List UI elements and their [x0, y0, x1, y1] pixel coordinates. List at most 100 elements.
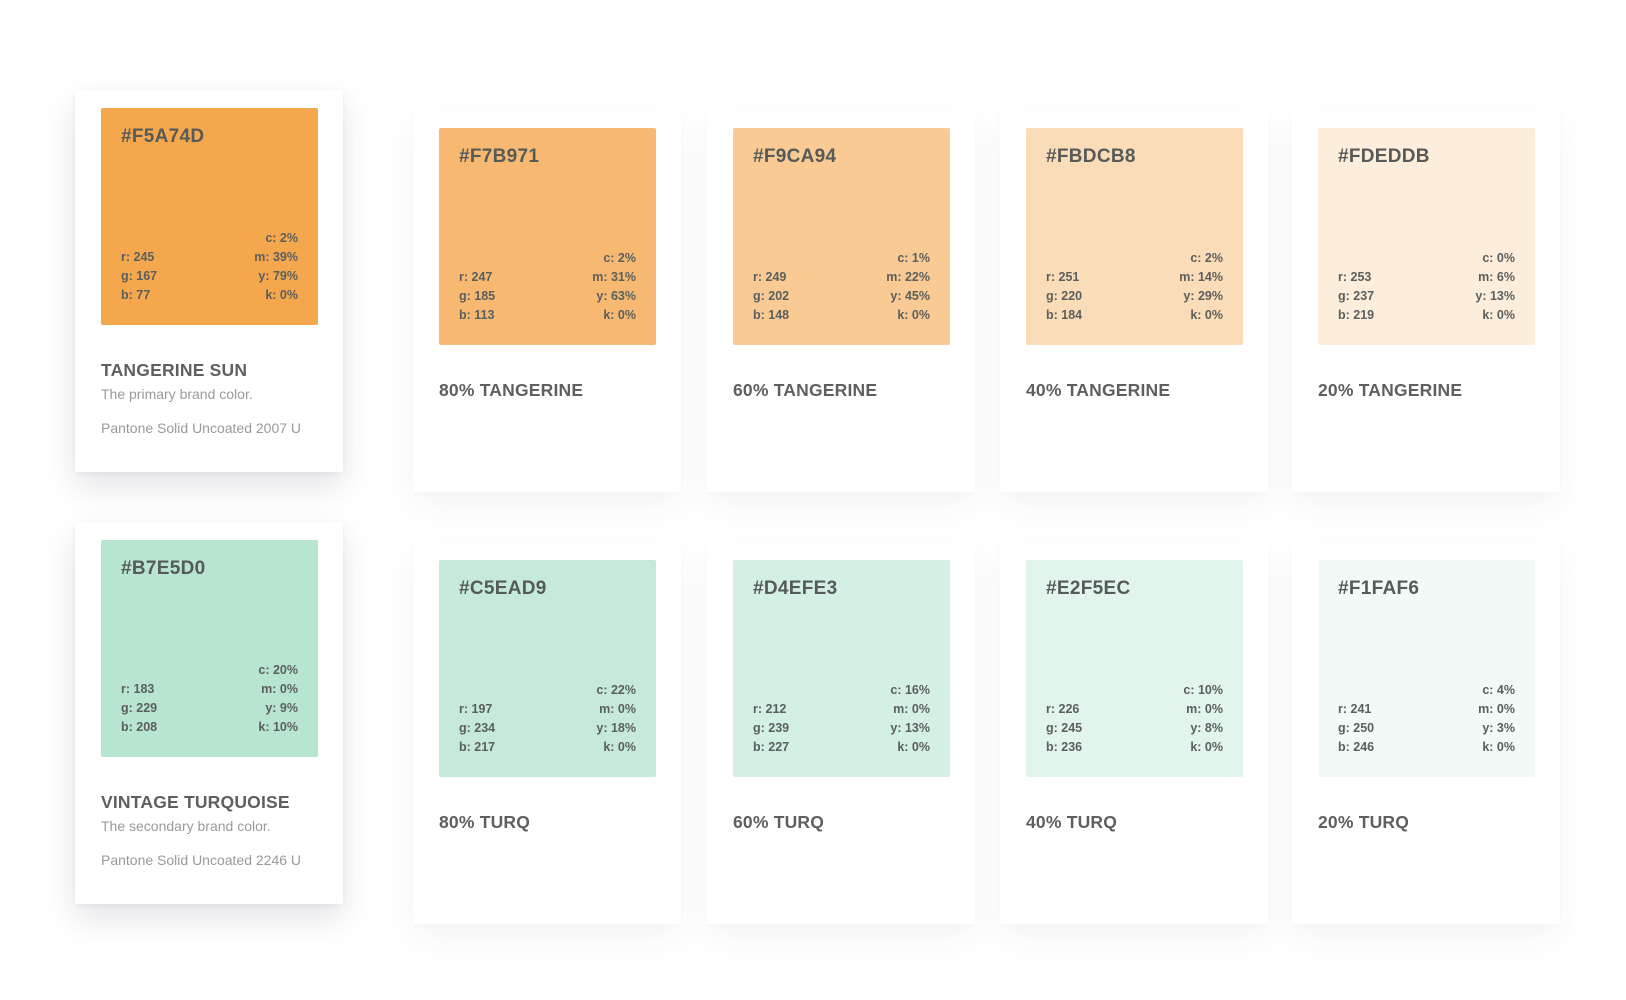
rgb-r: r: 249: [753, 270, 787, 284]
cmyk-c: c: 20%: [258, 663, 298, 677]
cmyk-k: k: 0%: [1482, 740, 1515, 754]
tint-name: 20% TANGERINE: [1318, 380, 1463, 400]
rgb-g: g: 185: [459, 289, 496, 303]
cmyk-c: c: 4%: [1482, 683, 1515, 697]
pantone-reference: Pantone Solid Uncoated 2246 U: [101, 852, 302, 868]
cmyk-m: m: 0%: [261, 682, 298, 696]
rgb-b: b: 246: [1338, 740, 1375, 754]
cmyk-m: m: 31%: [592, 270, 636, 284]
cmyk-k: k: 0%: [1190, 308, 1223, 322]
rgb-r: r: 197: [459, 702, 493, 716]
rgb-values: r: 253 g: 237 b: 219: [1338, 268, 1374, 325]
cmyk-c: c: 16%: [890, 683, 930, 697]
cmyk-m: m: 14%: [1179, 270, 1223, 284]
cmyk-y: y: 8%: [1190, 721, 1223, 735]
tint-card-turq-40: #E2F5EC r: 226 g: 245 b: 236 c: 10% m: 0…: [1000, 542, 1268, 924]
cmyk-m: m: 0%: [1478, 702, 1515, 716]
rgb-b: b: 113: [459, 308, 495, 322]
tint-name: 60% TANGERINE: [733, 380, 878, 400]
color-swatch: #F5A74D r: 245 g: 167 b: 77 c: 2% m: 39%…: [101, 108, 318, 325]
rgb-r: r: 212: [753, 702, 787, 716]
hex-code: #F7B971: [459, 146, 540, 167]
rgb-g: g: 220: [1046, 289, 1083, 303]
rgb-r: r: 251: [1046, 270, 1080, 284]
cmyk-values: c: 10% m: 0% y: 8% k: 0%: [1183, 681, 1223, 757]
rgb-values: r: 249 g: 202 b: 148: [753, 268, 789, 325]
rgb-g: g: 250: [1338, 721, 1375, 735]
rgb-g: g: 237: [1338, 289, 1375, 303]
color-name: TANGERINE SUN: [101, 360, 248, 380]
cmyk-values: c: 22% m: 0% y: 18% k: 0%: [596, 681, 636, 757]
rgb-b: b: 219: [1338, 308, 1375, 322]
cmyk-m: m: 0%: [1186, 702, 1223, 716]
cmyk-values: c: 2% m: 14% y: 29% k: 0%: [1179, 249, 1223, 325]
rgb-values: r: 183 g: 229 b: 208: [121, 680, 157, 737]
color-swatch: #F1FAF6 r: 241 g: 250 b: 246 c: 4% m: 0%…: [1318, 560, 1535, 777]
cmyk-k: k: 0%: [897, 308, 930, 322]
color-swatch: #FBDCB8 r: 251 g: 220 b: 184 c: 2% m: 14…: [1026, 128, 1243, 345]
hex-code: #F9CA94: [753, 146, 837, 167]
tint-card-turq-60: #D4EFE3 r: 212 g: 239 b: 227 c: 16% m: 0…: [707, 542, 975, 924]
cmyk-y: y: 79%: [258, 269, 298, 283]
cmyk-k: k: 0%: [603, 308, 636, 322]
hex-code: #D4EFE3: [753, 578, 838, 599]
rgb-values: r: 212 g: 239 b: 227: [753, 700, 789, 757]
cmyk-y: y: 18%: [596, 721, 636, 735]
hex-code: #FDEDDB: [1338, 146, 1430, 167]
cmyk-c: c: 0%: [1482, 251, 1515, 265]
rgb-values: r: 241 g: 250 b: 246: [1338, 700, 1374, 757]
hex-code: #F5A74D: [121, 126, 205, 147]
tint-name: 60% TURQ: [733, 812, 825, 832]
tint-name: 80% TURQ: [439, 812, 531, 832]
cmyk-c: c: 2%: [1190, 251, 1223, 265]
cmyk-k: k: 0%: [603, 740, 636, 754]
cmyk-values: c: 0% m: 6% y: 13% k: 0%: [1475, 249, 1515, 325]
cmyk-m: m: 0%: [893, 702, 930, 716]
primary-color-card-turquoise: #B7E5D0 r: 183 g: 229 b: 208 c: 20% m: 0…: [75, 522, 343, 904]
cmyk-m: m: 22%: [886, 270, 930, 284]
rgb-g: g: 234: [459, 721, 496, 735]
primary-color-card-tangerine: #F5A74D r: 245 g: 167 b: 77 c: 2% m: 39%…: [75, 90, 343, 472]
cmyk-k: k: 0%: [1190, 740, 1223, 754]
color-name: VINTAGE TURQUOISE: [101, 792, 290, 812]
color-swatch: #F7B971 r: 247 g: 185 b: 113 c: 2% m: 31…: [439, 128, 656, 345]
cmyk-k: k: 10%: [258, 720, 298, 734]
color-swatch: #D4EFE3 r: 212 g: 239 b: 227 c: 16% m: 0…: [733, 560, 950, 777]
color-description: The secondary brand color.: [101, 818, 271, 834]
rgb-g: g: 229: [121, 701, 158, 715]
cmyk-c: c: 2%: [265, 231, 298, 245]
rgb-g: g: 167: [121, 269, 158, 283]
hex-code: #B7E5D0: [121, 558, 206, 579]
color-swatch: #C5EAD9 r: 197 g: 234 b: 217 c: 22% m: 0…: [439, 560, 656, 777]
cmyk-k: k: 0%: [265, 288, 298, 302]
cmyk-y: y: 45%: [890, 289, 930, 303]
pantone-reference: Pantone Solid Uncoated 2007 U: [101, 420, 302, 436]
cmyk-k: k: 0%: [1482, 308, 1515, 322]
rgb-values: r: 245 g: 167 b: 77: [121, 248, 157, 305]
rgb-b: b: 77: [121, 288, 151, 302]
cmyk-k: k: 0%: [897, 740, 930, 754]
color-description: The primary brand color.: [101, 386, 253, 402]
cmyk-y: y: 13%: [890, 721, 930, 735]
cmyk-values: c: 2% m: 39% y: 79% k: 0%: [254, 229, 298, 305]
hex-code: #C5EAD9: [459, 578, 547, 599]
tint-card-turq-20: #F1FAF6 r: 241 g: 250 b: 246 c: 4% m: 0%…: [1292, 542, 1560, 924]
tint-card-tangerine-60: #F9CA94 r: 249 g: 202 b: 148 c: 1% m: 22…: [707, 110, 975, 492]
rgb-b: b: 227: [753, 740, 790, 754]
rgb-g: g: 202: [753, 289, 790, 303]
hex-code: #F1FAF6: [1338, 578, 1420, 599]
tint-card-tangerine-40: #FBDCB8 r: 251 g: 220 b: 184 c: 2% m: 14…: [1000, 110, 1268, 492]
cmyk-y: y: 63%: [596, 289, 636, 303]
cmyk-values: c: 20% m: 0% y: 9% k: 10%: [258, 661, 298, 737]
rgb-r: r: 183: [121, 682, 155, 696]
tint-name: 80% TANGERINE: [439, 380, 584, 400]
color-swatch: #FDEDDB r: 253 g: 237 b: 219 c: 0% m: 6%…: [1318, 128, 1535, 345]
tint-card-tangerine-20: #FDEDDB r: 253 g: 237 b: 219 c: 0% m: 6%…: [1292, 110, 1560, 492]
cmyk-y: y: 13%: [1475, 289, 1515, 303]
rgb-values: r: 247 g: 185 b: 113: [459, 268, 495, 325]
cmyk-m: m: 39%: [254, 250, 298, 264]
rgb-b: b: 208: [121, 720, 158, 734]
rgb-b: b: 148: [753, 308, 790, 322]
tint-name: 40% TANGERINE: [1026, 380, 1171, 400]
tint-name: 20% TURQ: [1318, 812, 1410, 832]
